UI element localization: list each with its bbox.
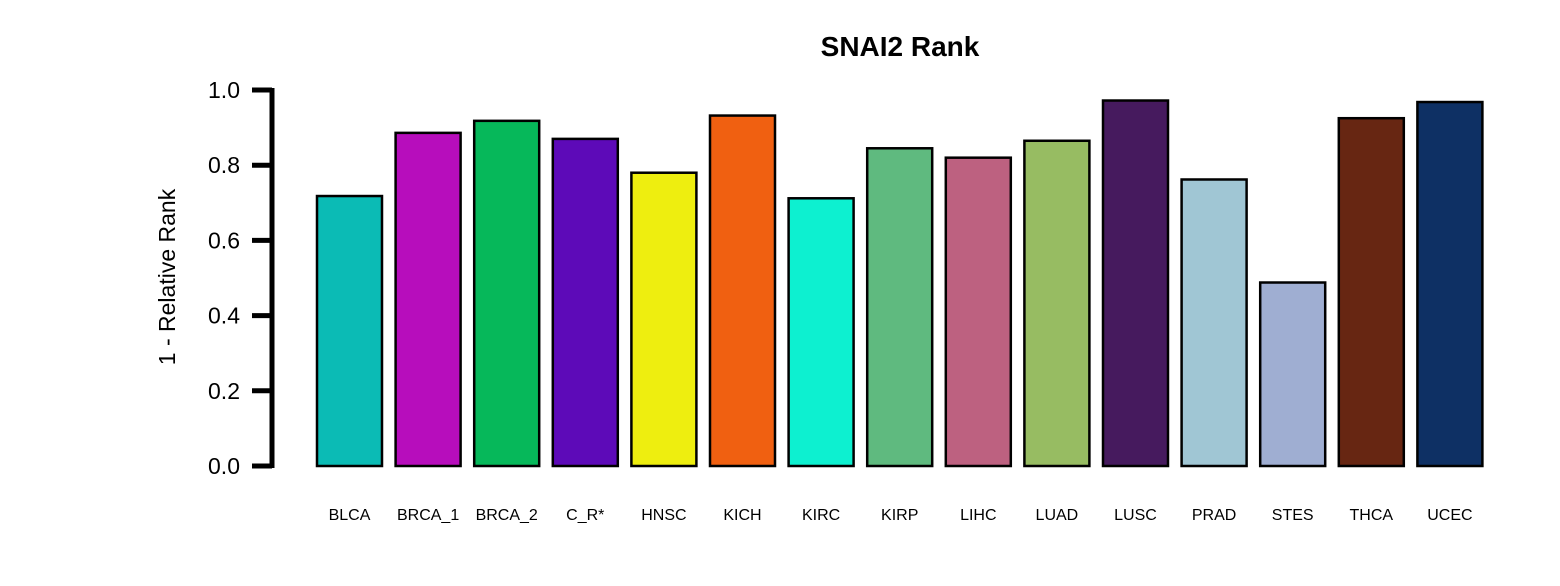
x-tick-label: BLCA bbox=[329, 507, 371, 524]
bar-lusc bbox=[1101, 99, 1170, 468]
bar-kirp bbox=[865, 147, 934, 468]
bar-lihc bbox=[944, 156, 1013, 468]
x-tick-label: THCA bbox=[1350, 507, 1394, 524]
x-tick-label: LUAD bbox=[1036, 507, 1079, 524]
x-tick-label: C_R* bbox=[566, 507, 604, 524]
bar-hnsc bbox=[630, 171, 698, 468]
y-tick-label: 0.2 bbox=[208, 378, 240, 404]
bars bbox=[315, 99, 1484, 468]
x-tick-label: BRCA_1 bbox=[397, 507, 459, 524]
x-tick-label: UCEC bbox=[1427, 507, 1472, 524]
bar-prad bbox=[1180, 178, 1248, 468]
bar-kirc bbox=[787, 197, 855, 468]
bar-c-r bbox=[551, 137, 620, 468]
bar-kich bbox=[708, 114, 777, 468]
x-tick-label: LIHC bbox=[960, 507, 996, 524]
y-axis-ticks: 0.0 0.2 0.4 0.6 0.8 1.0 bbox=[208, 77, 272, 479]
bar-brca-2 bbox=[472, 119, 541, 468]
bar-blca bbox=[315, 194, 384, 468]
x-tick-label: PRAD bbox=[1192, 507, 1236, 524]
bar-ucec bbox=[1416, 100, 1484, 468]
y-tick-label: 1.0 bbox=[208, 77, 240, 103]
bar-stes bbox=[1258, 281, 1327, 468]
x-tick-label: BRCA_2 bbox=[476, 507, 538, 524]
y-tick-label: 0.4 bbox=[208, 303, 240, 329]
x-tick-label: HNSC bbox=[641, 507, 686, 524]
chart-title: SNAI2 Rank bbox=[821, 31, 980, 62]
bar-thca bbox=[1337, 116, 1406, 468]
bar-brca-1 bbox=[394, 131, 462, 468]
x-tick-label: KIRC bbox=[802, 507, 840, 524]
x-tick-label: LUSC bbox=[1114, 507, 1157, 524]
x-tick-label: STES bbox=[1272, 507, 1314, 524]
y-tick-label: 0.6 bbox=[208, 227, 240, 253]
x-axis-tick-labels: BLCA BRCA_1 BRCA_2 C_R* HNSC KICH KIRC KIRP LIHC… bbox=[329, 507, 1473, 524]
x-tick-label: KICH bbox=[723, 507, 761, 524]
y-axis-label: 1 - Relative Rank bbox=[154, 188, 180, 365]
x-tick-label: KIRP bbox=[881, 507, 918, 524]
y-tick-label: 0.8 bbox=[208, 152, 240, 178]
y-tick-label: 0.0 bbox=[208, 453, 240, 479]
bar-luad bbox=[1023, 139, 1091, 468]
